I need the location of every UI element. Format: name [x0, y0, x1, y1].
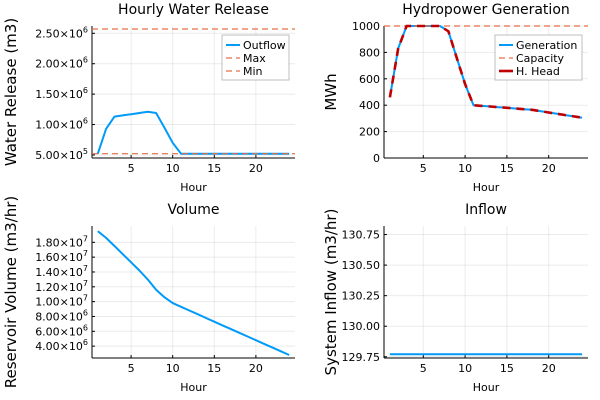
legend-label: H. Head [516, 65, 560, 78]
chart-title: Hourly Water Release [118, 2, 269, 18]
panel-4: 5 10 15 20 129.75 130.00 130.25 130.50 130.75 Inf… [322, 202, 588, 394]
y-tick-label: 130.25 [342, 290, 381, 303]
chart-title: Hydropower Generation [402, 2, 570, 18]
x-tick-label: 15 [500, 362, 514, 375]
y-tick-label: 6.00×106 [35, 323, 88, 338]
x-axis-label: Hour [180, 181, 207, 194]
y-tick-label: 129.75 [342, 351, 381, 364]
chart-title: Inflow [465, 202, 507, 218]
y-axis-label: System Inflow (m3/hr) [322, 209, 340, 376]
y-axis-label: Reservoir Volume (m3/hr) [2, 196, 20, 389]
y-tick-label: 1.40×107 [35, 264, 88, 279]
x-tick-label: 5 [128, 362, 135, 375]
y-tick-label: 130.75 [342, 229, 381, 242]
y-tick-label: 0 [373, 152, 380, 165]
y-tick-label: 400 [359, 99, 380, 112]
y-tick-label: 1.50×106 [35, 86, 88, 101]
y-tick-label: 8.00×106 [35, 308, 88, 323]
x-axis-label: Hour [473, 381, 500, 394]
y-tick-label: 130.00 [342, 320, 381, 333]
y-tick-label: 1.20×107 [35, 279, 88, 294]
legend-label: Max [243, 52, 266, 65]
legend-box [221, 34, 290, 81]
series-line-outflow [96, 110, 290, 155]
x-axis-label: Hour [180, 381, 207, 394]
y-tick-label: 130.50 [342, 259, 381, 272]
y-tick-label: 800 [359, 46, 380, 59]
series-line-h-head [388, 24, 583, 119]
y-tick-label: 4.00×106 [35, 338, 88, 353]
y-tick-label: 1.60×107 [35, 249, 88, 264]
y-tick-label: 2.00×106 [35, 56, 88, 71]
y-tick-label: 200 [359, 126, 380, 139]
y-tick-label: 1000 [352, 20, 380, 33]
x-tick-label: 15 [500, 162, 514, 175]
legend-label: Min [243, 65, 263, 78]
x-tick-label: 15 [207, 362, 221, 375]
x-tick-label: 15 [207, 162, 221, 175]
x-axis-label: Hour [473, 181, 500, 194]
legend-label: Generation [516, 39, 577, 52]
x-tick-label: 5 [420, 162, 427, 175]
x-tick-label: 10 [166, 362, 180, 375]
legend-label: Outflow [243, 39, 286, 52]
y-axis-label: MWh [322, 73, 340, 110]
y-tick-label: 2.50×106 [35, 25, 88, 40]
y-tick-label: 5.00×105 [35, 147, 88, 162]
x-tick-label: 20 [249, 362, 263, 375]
y-tick-label: 1.00×107 [35, 294, 88, 309]
x-tick-label: 20 [249, 162, 263, 175]
x-tick-label: 5 [420, 362, 427, 375]
x-tick-label: 20 [542, 362, 556, 375]
panel-3: 5 10 15 204.00×1066.00×1068.00×1061.00×1071… [2, 196, 295, 394]
panel-1: 5 10 15 20 5.00×105 1.00×106 1.50×106 2.00×106 2… [2, 2, 295, 194]
y-tick-label: 1.80×107 [35, 234, 88, 249]
legend-label: Capacity [516, 52, 565, 65]
chart-title: Volume [167, 202, 219, 218]
y-tick-label: 1.00×106 [35, 117, 88, 132]
x-tick-label: 10 [458, 162, 472, 175]
y-axis-label: Water Release (m3) [2, 18, 20, 166]
series-line-volume [97, 230, 290, 356]
x-tick-label: 10 [166, 162, 180, 175]
x-tick-label: 10 [458, 362, 472, 375]
x-tick-label: 20 [542, 162, 556, 175]
y-tick-label: 600 [359, 73, 380, 86]
x-tick-label: 5 [128, 162, 135, 175]
